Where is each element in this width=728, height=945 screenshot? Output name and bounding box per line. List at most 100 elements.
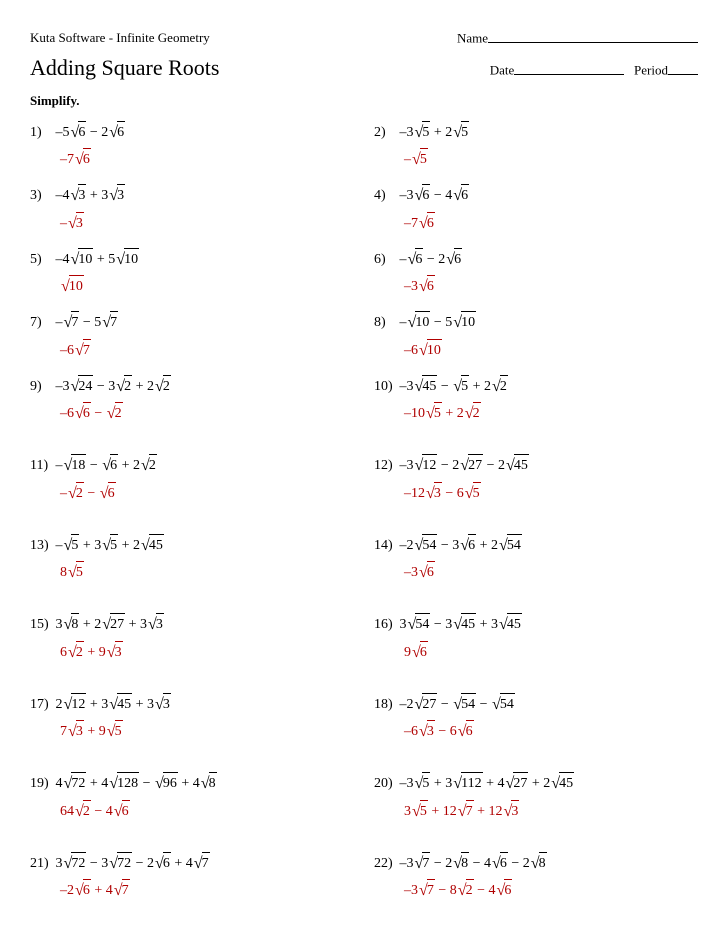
problem-2: 2) –35 + 25 –5 bbox=[374, 119, 698, 173]
problem-6: 6) –6 − 26–36 bbox=[374, 246, 698, 300]
problem-15: 15) 38 + 227 + 3362 + 93 bbox=[30, 611, 354, 665]
problem-1: 1) –56 − 26–76 bbox=[30, 119, 354, 173]
problem-question: 22) –37 − 28 − 46 − 28 bbox=[374, 850, 698, 876]
problem-number: 21) bbox=[30, 853, 52, 875]
name-label: Name bbox=[457, 31, 488, 46]
problem-question: 7) –7 − 57 bbox=[30, 309, 354, 335]
header-row: Kuta Software - Infinite Geometry Name bbox=[30, 30, 698, 47]
question-expr: –37 − 28 − 46 − 28 bbox=[400, 856, 547, 871]
problem-number: 3) bbox=[30, 185, 52, 207]
problem-11: 11) –18 − 6 + 22–2 − 6 bbox=[30, 452, 354, 506]
problem-question: 6) –6 − 26 bbox=[374, 246, 698, 272]
problem-number: 13) bbox=[30, 535, 52, 557]
name-field: Name bbox=[457, 30, 698, 47]
question-expr: –18 − 6 + 22 bbox=[56, 458, 157, 473]
problem-question: 11) –18 − 6 + 22 bbox=[30, 452, 354, 478]
question-expr: –254 − 36 + 254 bbox=[400, 538, 522, 553]
problem-number: 1) bbox=[30, 122, 52, 144]
problem-17: 17) 212 + 345 + 3373 + 95 bbox=[30, 691, 354, 745]
problem-question: 15) 38 + 227 + 33 bbox=[30, 611, 354, 637]
problem-question: 4) –36 − 46 bbox=[374, 182, 698, 208]
problem-question: 9) –324 − 32 + 22 bbox=[30, 373, 354, 399]
problem-question: 20) –35 + 3112 + 427 + 245 bbox=[374, 770, 698, 796]
problem-7: 7) –7 − 57–67 bbox=[30, 309, 354, 363]
problem-question: 1) –56 − 26 bbox=[30, 119, 354, 145]
problem-10: 10) –345 − 5 + 22–105 + 22 bbox=[374, 373, 698, 427]
problem-number: 20) bbox=[374, 773, 396, 795]
problem-number: 11) bbox=[30, 455, 52, 477]
question-expr: –7 − 57 bbox=[56, 315, 119, 330]
problem-8: 8) –10 − 510–610 bbox=[374, 309, 698, 363]
problem-21: 21) 372 − 372 − 26 + 47–26 + 47 bbox=[30, 850, 354, 904]
problem-20: 20) –35 + 3112 + 427 + 24535 + 127 + 123 bbox=[374, 770, 698, 824]
problem-number: 6) bbox=[374, 249, 396, 271]
problem-18: 18) –227 − 54 − 54–63 − 66 bbox=[374, 691, 698, 745]
problem-number: 9) bbox=[30, 376, 52, 398]
problem-answer: –123 − 65 bbox=[404, 480, 698, 506]
title-row: Adding Square Roots Date Period bbox=[30, 55, 698, 81]
problem-question: 10) –345 − 5 + 22 bbox=[374, 373, 698, 399]
problem-answer: –37 − 82 − 46 bbox=[404, 877, 698, 903]
problem-question: 17) 212 + 345 + 33 bbox=[30, 691, 354, 717]
question-expr: –227 − 54 − 54 bbox=[400, 697, 515, 712]
problem-answer: –105 + 22 bbox=[404, 400, 698, 426]
problem-14: 14) –254 − 36 + 254 –36 bbox=[374, 532, 698, 586]
problem-question: 13) –5 + 35 + 245 bbox=[30, 532, 354, 558]
problem-answer: 85 bbox=[60, 559, 354, 585]
problem-12: 12) –312 − 227 − 245–123 − 65 bbox=[374, 452, 698, 506]
page-title: Adding Square Roots bbox=[30, 55, 219, 81]
question-expr: 38 + 227 + 33 bbox=[56, 617, 164, 632]
problem-number: 14) bbox=[374, 535, 396, 557]
question-expr: 354 − 345 + 345 bbox=[400, 617, 522, 632]
problem-answer: –610 bbox=[404, 337, 698, 363]
problem-13: 13) –5 + 35 + 24585 bbox=[30, 532, 354, 586]
problem-5: 5) –410 + 51010 bbox=[30, 246, 354, 300]
problem-answer: –2 − 6 bbox=[60, 480, 354, 506]
date-blank bbox=[514, 62, 624, 75]
problem-16: 16) 354 − 345 + 345 96 bbox=[374, 611, 698, 665]
question-expr: 372 − 372 − 26 + 47 bbox=[56, 856, 210, 871]
date-label: Date bbox=[490, 63, 515, 78]
problem-question: 12) –312 − 227 − 245 bbox=[374, 452, 698, 478]
problems-grid: 1) –56 − 26–762) –35 + 25–53) –43 + 33–3… bbox=[30, 119, 698, 926]
problem-number: 18) bbox=[374, 694, 396, 716]
problem-answer: 96 bbox=[404, 639, 698, 665]
problem-answer: 35 + 127 + 123 bbox=[404, 798, 698, 824]
question-expr: –35 + 25 bbox=[400, 125, 470, 140]
instruction: Simplify. bbox=[30, 93, 698, 109]
period-blank bbox=[668, 62, 698, 75]
problem-number: 2) bbox=[374, 122, 396, 144]
problem-answer: 642 − 46 bbox=[60, 798, 354, 824]
name-blank bbox=[488, 30, 698, 43]
question-expr: –5 + 35 + 245 bbox=[56, 538, 164, 553]
problem-number: 8) bbox=[374, 312, 396, 334]
problem-question: 21) 372 − 372 − 26 + 47 bbox=[30, 850, 354, 876]
problem-answer: 62 + 93 bbox=[60, 639, 354, 665]
problem-answer: –36 bbox=[404, 559, 698, 585]
question-expr: –312 − 227 − 245 bbox=[400, 458, 529, 473]
date-period: Date Period bbox=[490, 62, 698, 79]
problem-answer: –36 bbox=[404, 273, 698, 299]
question-expr: –410 + 510 bbox=[56, 252, 140, 267]
problem-question: 5) –410 + 510 bbox=[30, 246, 354, 272]
problem-answer: –63 − 66 bbox=[404, 718, 698, 744]
problem-answer: –76 bbox=[60, 146, 354, 172]
software-name: Kuta Software - Infinite Geometry bbox=[30, 30, 210, 47]
question-expr: 472 + 4128 − 96 + 48 bbox=[56, 776, 217, 791]
problem-question: 8) –10 − 510 bbox=[374, 309, 698, 335]
problem-number: 16) bbox=[374, 614, 396, 636]
period-label: Period bbox=[634, 63, 668, 78]
problem-answer: –5 bbox=[404, 146, 698, 172]
problem-question: 18) –227 − 54 − 54 bbox=[374, 691, 698, 717]
problem-question: 3) –43 + 33 bbox=[30, 182, 354, 208]
question-expr: 212 + 345 + 33 bbox=[56, 697, 171, 712]
problem-number: 10) bbox=[374, 376, 396, 398]
question-expr: –56 − 26 bbox=[56, 125, 126, 140]
problem-number: 4) bbox=[374, 185, 396, 207]
problem-number: 7) bbox=[30, 312, 52, 334]
problem-answer: –67 bbox=[60, 337, 354, 363]
problem-number: 15) bbox=[30, 614, 52, 636]
problem-9: 9) –324 − 32 + 22–66 − 2 bbox=[30, 373, 354, 427]
problem-answer: –26 + 47 bbox=[60, 877, 354, 903]
question-expr: –6 − 26 bbox=[400, 252, 463, 267]
